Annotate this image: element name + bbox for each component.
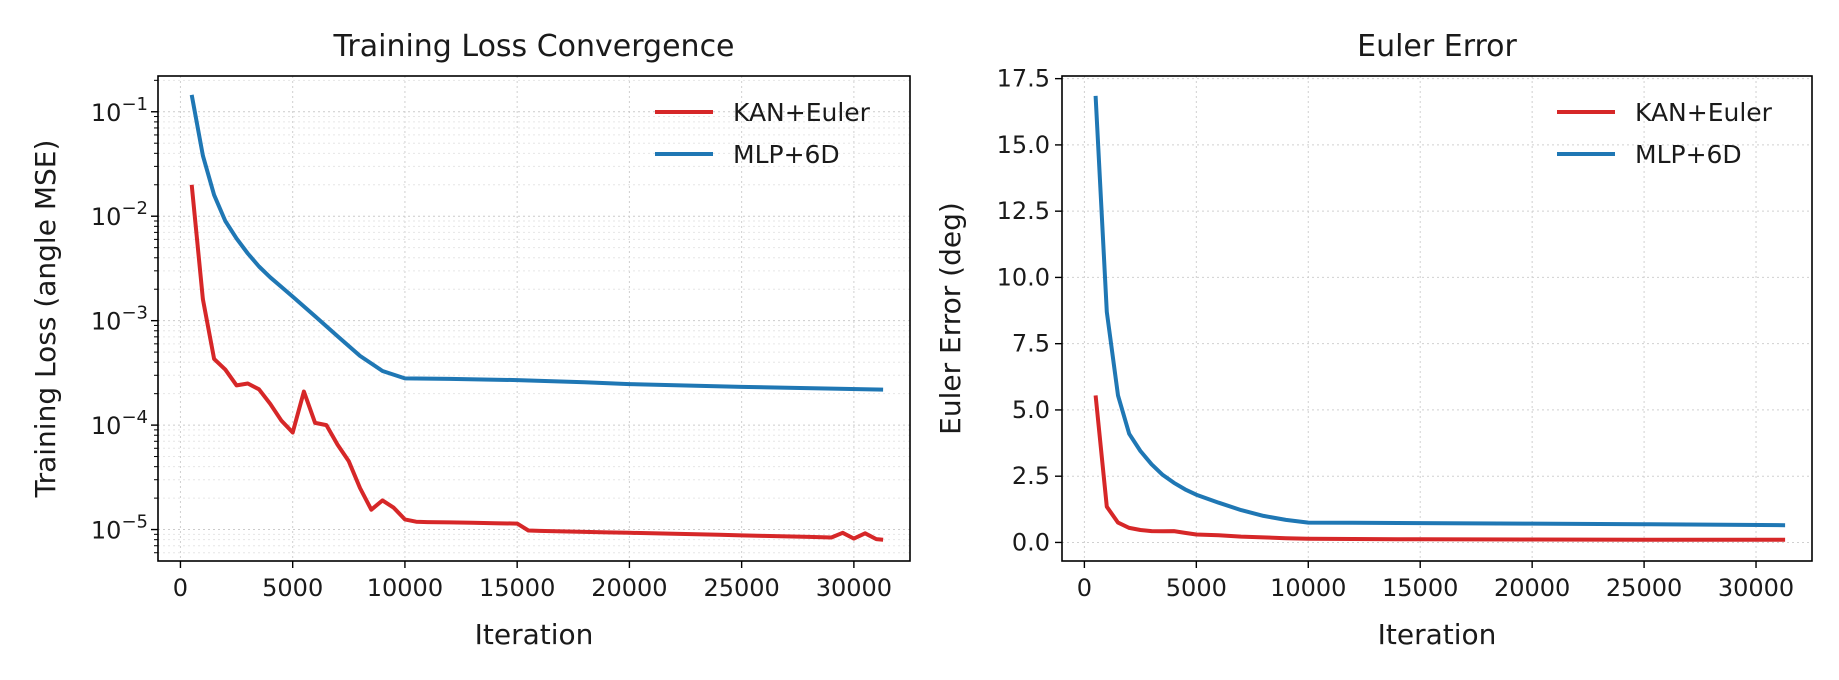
x-axis-label: Iteration: [475, 618, 594, 651]
x-axis-label: Iteration: [1378, 618, 1497, 651]
chart-panel-1: 0 5000 10000 15000 20000 25000 30000 10−5 10−4 10…: [29, 29, 911, 651]
y-tick-label: 10.0: [997, 263, 1050, 291]
series-line-kan-euler: [189, 184, 884, 542]
plot-area: [1062, 76, 1812, 561]
x-tick-label: 15000: [1382, 574, 1458, 602]
x-tick-label: 25000: [703, 574, 779, 602]
x-tick-label: 30000: [816, 574, 892, 602]
y-tick-label: 7.5: [1012, 330, 1050, 358]
y-tick-label: 0.0: [1012, 528, 1050, 556]
y-tick-label: 15.0: [997, 131, 1050, 159]
x-tick-label: 5000: [1166, 574, 1227, 602]
y-tick-label: 10−2: [91, 198, 148, 231]
y-tick-label: 5.0: [1012, 396, 1050, 424]
axes-frame: [157, 75, 911, 562]
y-axis-label: Euler Error (deg): [934, 202, 967, 435]
legend-label: MLP+6D: [733, 140, 840, 169]
chart-panel-2: 0 5000 10000 15000 20000 25000 30000 0.0 2.5 5.0 7…: [934, 29, 1813, 651]
legend-label: KAN+Euler: [1635, 98, 1773, 127]
y-axis-label: Training Loss (angle MSE): [29, 140, 62, 499]
x-tick-label: 20000: [1494, 574, 1570, 602]
x-tick-label: 10000: [1270, 574, 1346, 602]
y-tick-label: 17.5: [997, 65, 1050, 93]
y-tick-label: 12.5: [997, 197, 1050, 225]
legend: KAN+Euler MLP+6D: [1557, 98, 1773, 169]
legend-label: KAN+Euler: [733, 98, 871, 127]
series-line-mlp-6d: [189, 94, 884, 392]
y-tick-label: 10−3: [91, 303, 148, 336]
y-tick-label: 10−1: [91, 94, 148, 127]
axes-frame: [1061, 75, 1813, 562]
x-tick-label: 20000: [591, 574, 667, 602]
series-line-kan-euler: [1093, 395, 1786, 542]
y-tick-label: 2.5: [1012, 462, 1050, 490]
legend-label: MLP+6D: [1635, 140, 1742, 169]
x-tick-label: 15000: [479, 574, 555, 602]
grid: [158, 76, 910, 561]
x-tick-label: 30000: [1718, 574, 1794, 602]
chart-title: Euler Error: [1357, 29, 1517, 64]
series-line-mlp-6d: [1093, 95, 1786, 528]
x-tick-label: 0: [1077, 574, 1092, 602]
x-tick-label: 0: [173, 574, 188, 602]
y-tick-label: 10−5: [91, 512, 148, 545]
x-tick-label: 25000: [1606, 574, 1682, 602]
chart-title: Training Loss Convergence: [332, 29, 734, 64]
x-tick-label: 10000: [367, 574, 443, 602]
legend: KAN+Euler MLP+6D: [655, 98, 871, 169]
grid: [1062, 76, 1812, 561]
x-tick-label: 5000: [262, 574, 323, 602]
y-tick-label: 10−4: [91, 407, 148, 440]
